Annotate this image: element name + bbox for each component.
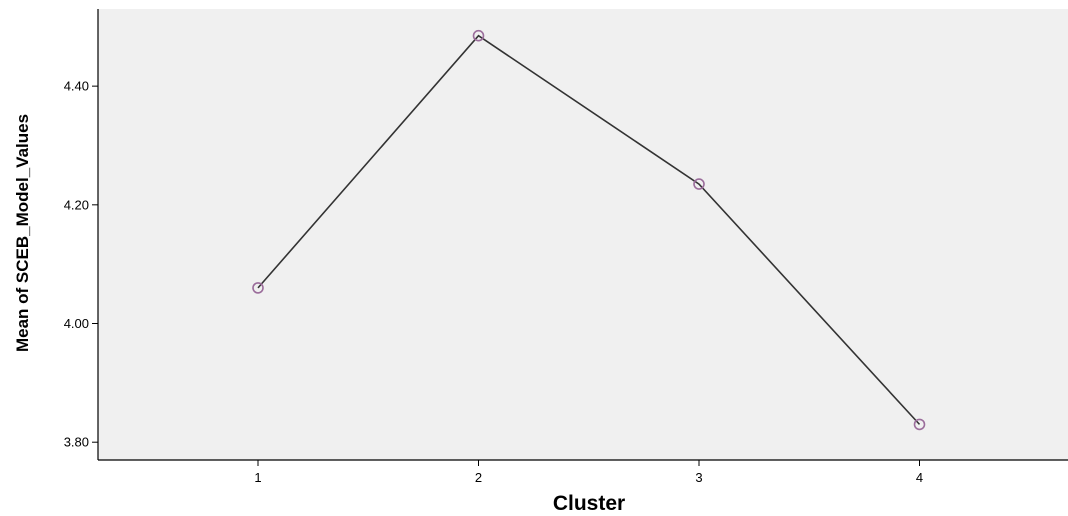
series-line bbox=[257, 34, 921, 425]
x-tick-label: 2 bbox=[475, 470, 482, 485]
data-points bbox=[252, 29, 926, 431]
x-axis-title: Cluster bbox=[553, 492, 625, 515]
data-point bbox=[693, 178, 705, 190]
y-axis-ticks: 3.80 4.00 4.20 4.40 bbox=[64, 79, 98, 450]
x-tick-label: 3 bbox=[695, 470, 702, 485]
x-axis-ticks: 1 2 3 4 bbox=[254, 460, 923, 485]
x-tick-label: 1 bbox=[254, 470, 261, 485]
y-tick-label: 4.40 bbox=[64, 79, 89, 94]
y-tick-label: 4.20 bbox=[64, 197, 89, 212]
data-point bbox=[913, 418, 926, 431]
data-point bbox=[252, 282, 264, 294]
x-tick-label: 4 bbox=[916, 470, 923, 485]
y-tick-label: 3.80 bbox=[64, 435, 89, 450]
data-point bbox=[472, 29, 485, 42]
y-tick-label: 4.00 bbox=[64, 316, 89, 331]
y-axis-title: Mean of SCEB_Model_Values bbox=[13, 114, 32, 352]
plot-area bbox=[98, 9, 1068, 460]
